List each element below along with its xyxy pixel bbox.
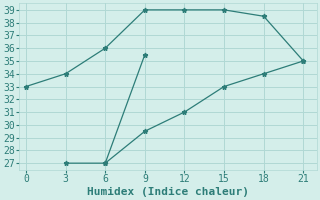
X-axis label: Humidex (Indice chaleur): Humidex (Indice chaleur) [87, 186, 249, 197]
